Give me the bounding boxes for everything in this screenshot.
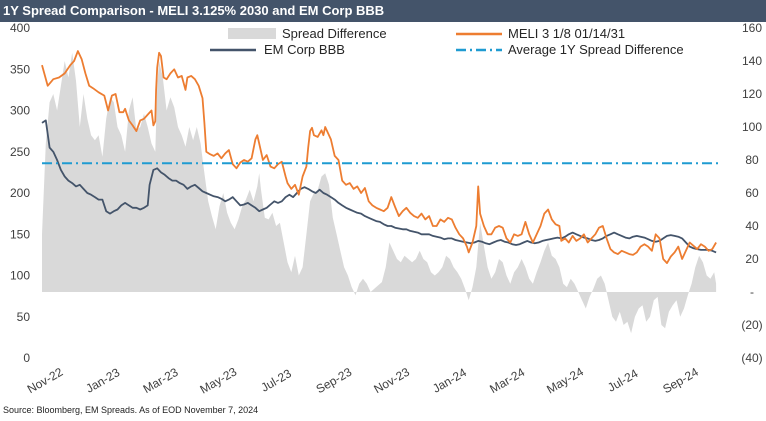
x-axis-tick: Jan-24 xyxy=(430,365,469,396)
x-axis-tick: Jul-24 xyxy=(605,366,641,395)
left-axis-tick: 150 xyxy=(10,227,30,241)
legend-label-average: Average 1Y Spread Difference xyxy=(508,42,684,57)
legend-label-emcorp: EM Corp BBB xyxy=(264,42,345,57)
x-axis-tick: Jan-23 xyxy=(83,365,122,396)
left-axis-tick: 0 xyxy=(23,351,30,365)
left-axis-tick: 400 xyxy=(10,22,30,35)
meli-line xyxy=(41,50,717,265)
source-note: Source: Bloomberg, EM Spreads. As of EOD… xyxy=(3,405,259,415)
chart-canvas: 0 50 100 150 200 250 300 350 400 (40) (20) - 20 40 60… xyxy=(10,22,763,397)
right-axis-tick: 60 xyxy=(745,186,759,200)
right-axis-tick: 160 xyxy=(742,22,762,35)
right-axis-tick: 140 xyxy=(742,54,762,68)
chart-title: 1Y Spread Comparison - MELI 3.125% 2030 … xyxy=(0,0,766,22)
left-axis-tick: 250 xyxy=(10,145,30,159)
x-axis-tick: May-23 xyxy=(198,364,240,396)
right-axis-tick: (40) xyxy=(741,351,762,365)
right-axis-tick: 80 xyxy=(745,153,759,167)
left-axis-tick: 50 xyxy=(17,310,31,324)
legend-swatch-spread xyxy=(228,28,276,39)
spread-difference-area xyxy=(42,52,717,334)
right-axis-tick: 120 xyxy=(742,87,762,101)
left-axis-tick: 100 xyxy=(10,269,30,283)
legend: Spread Difference MELI 3 1/8 01/14/31 EM… xyxy=(210,26,684,57)
right-axis-tick: - xyxy=(750,285,754,299)
right-axis-tick: (20) xyxy=(741,318,762,332)
left-axis-tick: 200 xyxy=(10,186,30,200)
x-axis-tick: Sep-23 xyxy=(314,365,355,397)
x-axis-tick: Mar-23 xyxy=(141,365,181,396)
x-axis-tick: May-24 xyxy=(544,364,586,396)
right-axis-tick: 40 xyxy=(745,219,759,233)
left-axis-tick: 350 xyxy=(10,62,30,76)
x-axis-tick: Nov-23 xyxy=(371,365,412,397)
spread-area-path xyxy=(42,52,717,334)
x-axis-tick: Jul-23 xyxy=(258,366,294,395)
x-axis-tick: Nov-22 xyxy=(25,365,66,397)
right-axis-tick: 100 xyxy=(742,120,762,134)
legend-label-meli: MELI 3 1/8 01/14/31 xyxy=(508,26,625,41)
x-axis-tick: Mar-24 xyxy=(487,365,527,396)
right-axis-tick: 20 xyxy=(745,252,759,266)
x-axis-tick: Sep-24 xyxy=(660,365,701,397)
left-axis-tick: 300 xyxy=(10,104,30,118)
emcorp-line xyxy=(41,119,717,254)
legend-label-spread: Spread Difference xyxy=(282,26,387,41)
